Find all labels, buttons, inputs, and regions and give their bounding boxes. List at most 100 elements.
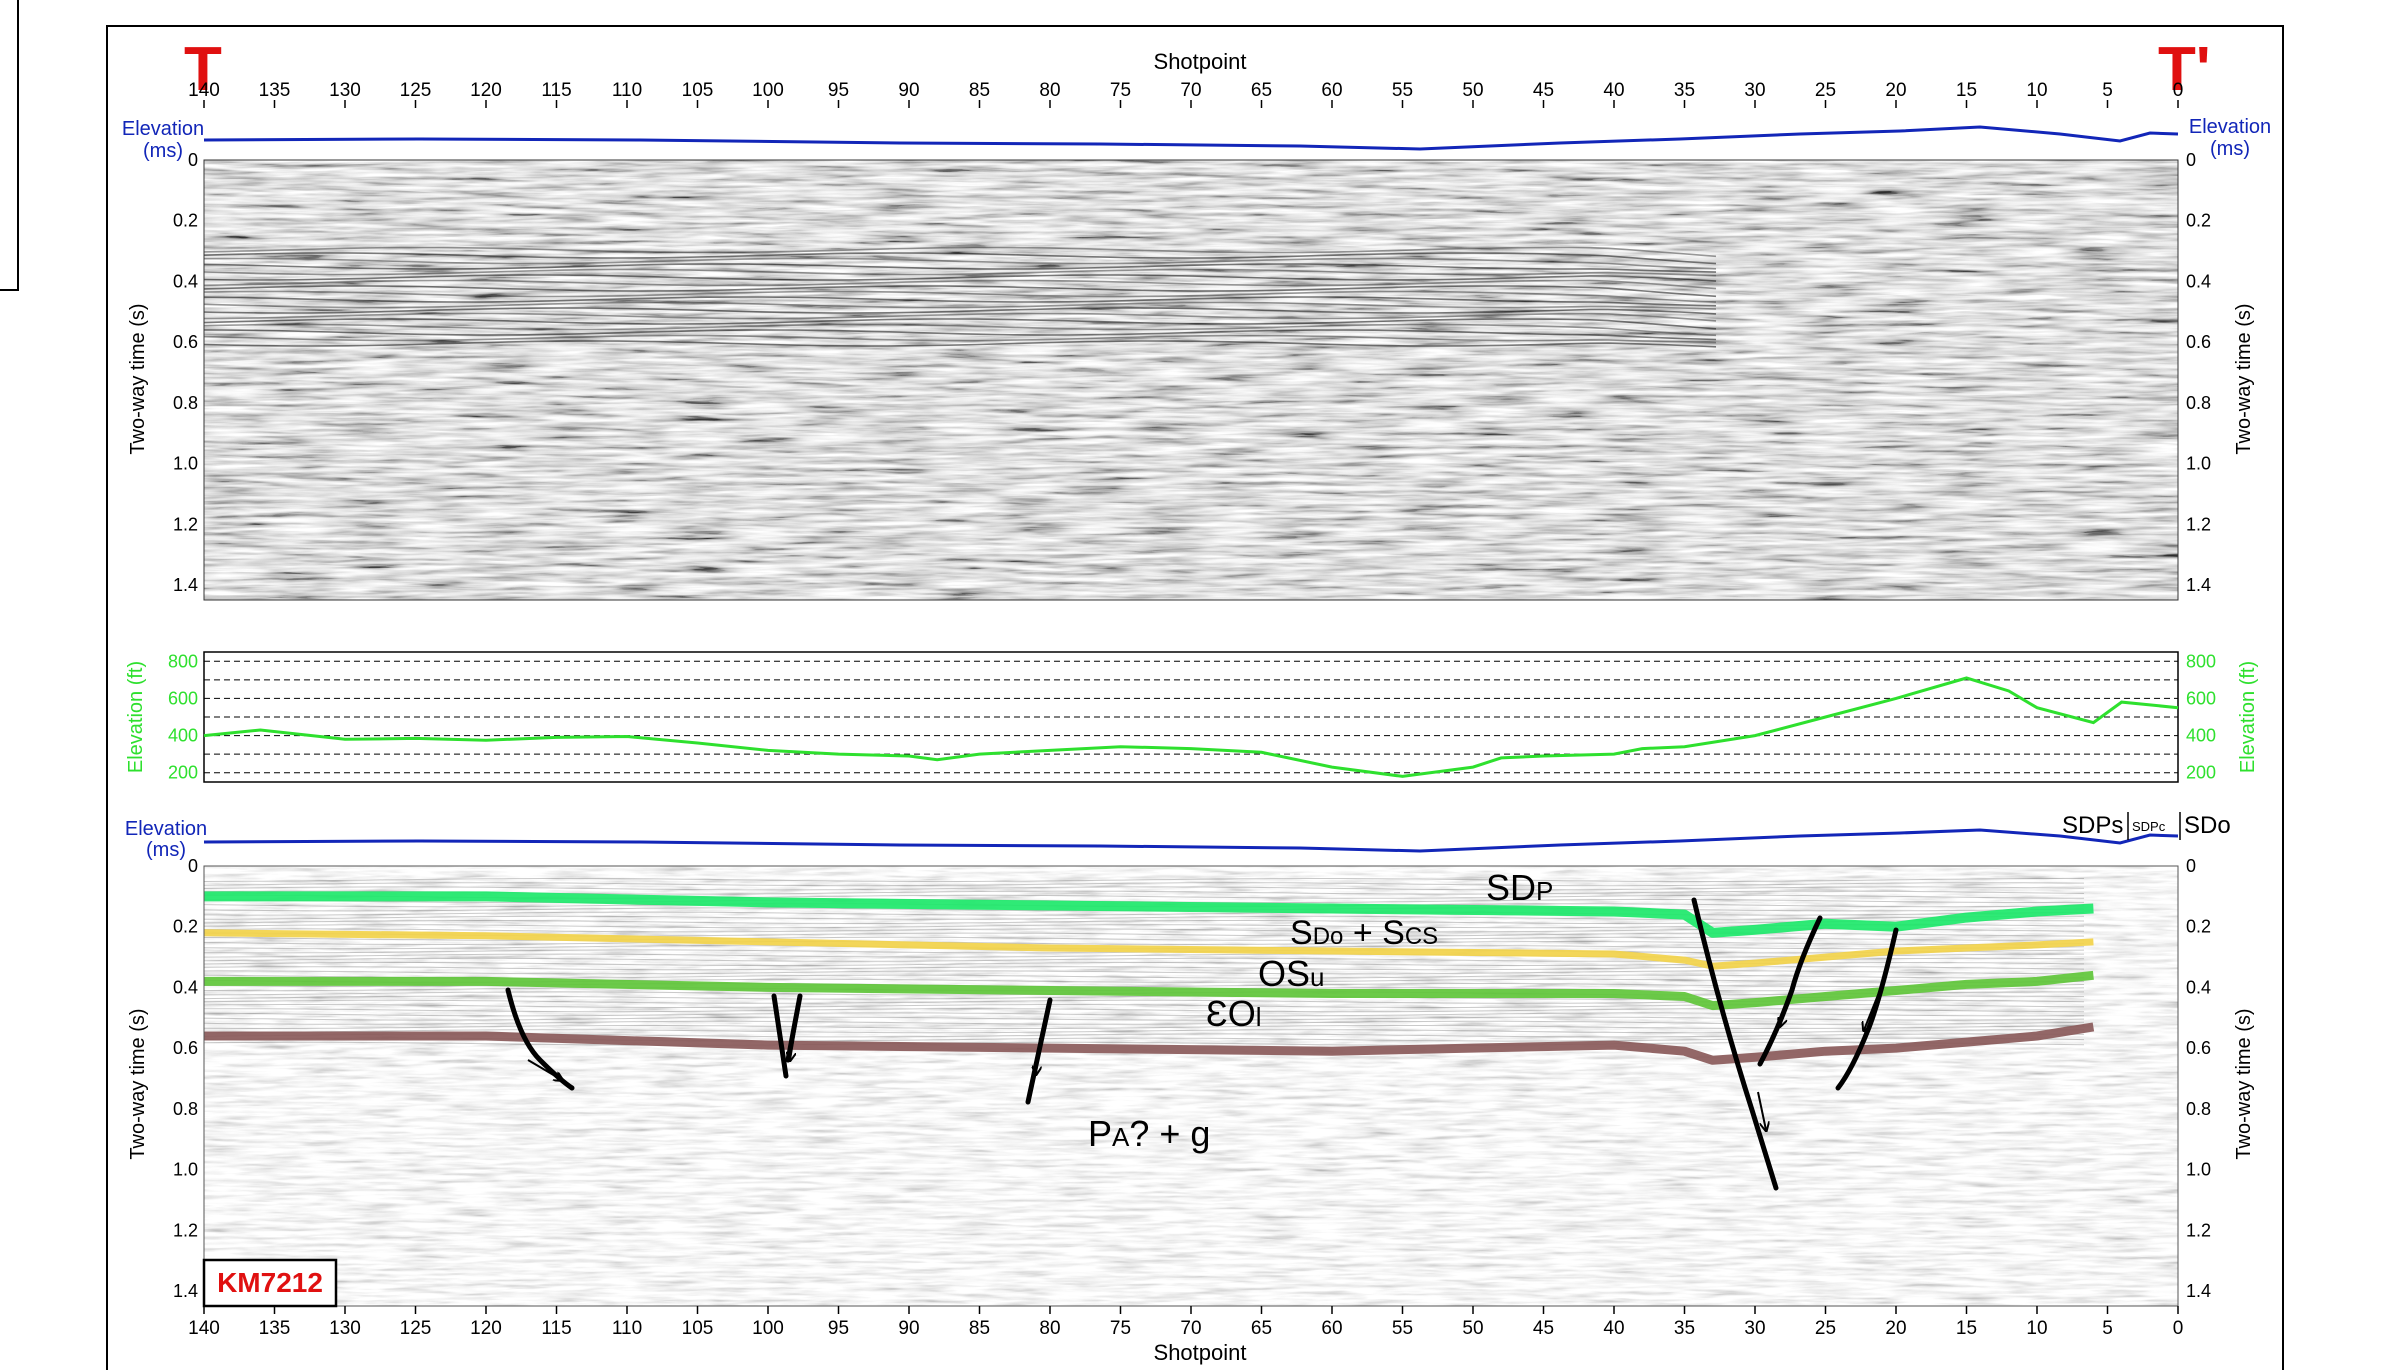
unit-pa-rest: ? + g — [1129, 1113, 1210, 1154]
fault-2 — [771, 993, 789, 1079]
middle-tick-label-right: 200 — [2186, 763, 2216, 783]
shotpoint-tick-label-bottom: 135 — [259, 1318, 291, 1339]
upper-reflector-band — [203, 246, 1717, 348]
unit-osu: OSu — [1258, 953, 1324, 994]
shotpoint-tick-label-bottom: 45 — [1533, 1318, 1554, 1339]
twt-tick-label-right: 0.2 — [2186, 917, 2211, 937]
line-id-label: KM7212 — [217, 1267, 323, 1298]
shotpoint-tick-label-bottom: 110 — [612, 1318, 642, 1339]
twt-tick-label-right: 0.8 — [2186, 393, 2211, 413]
horizon-line — [204, 1022, 2095, 1065]
shotpoint-axis-bottom: 140 135 130 125 120 115 110 105 100 95 90 85 80 75 70 6… — [188, 1306, 2183, 1339]
figure-frame — [106, 25, 2284, 1370]
unit-scs-plus: + S — [1343, 914, 1404, 952]
lower-reflector-line — [203, 878, 2084, 882]
lower-seismic-section — [203, 865, 2179, 1307]
shotpoint-tick-label-top: 15 — [1956, 80, 1977, 101]
twt-tick-label-left: 0.2 — [173, 917, 198, 937]
twt-tick-label-left: 0 — [188, 150, 198, 170]
twt-tick-label-left: 1.4 — [173, 575, 198, 595]
upper-reflector-line — [203, 252, 1717, 265]
shotpoint-tick-label-bottom: 120 — [470, 1318, 502, 1339]
shotpoint-tick-label-top: 140 — [188, 80, 220, 101]
middle-tick-label-left: 800 — [168, 651, 198, 671]
shotpoint-tick-label-top: 45 — [1533, 80, 1554, 101]
shotpoint-tick-label-top: 95 — [828, 80, 849, 101]
upper-reflector-line — [204, 329, 1717, 341]
upper-elev-label-right-2: (ms) — [2210, 138, 2250, 160]
upper-reflector-line — [203, 274, 1717, 282]
upper-reflector-line — [203, 246, 1717, 258]
lower-reflector-line — [203, 936, 2085, 941]
middle-tick-label-left: 600 — [168, 688, 198, 708]
slip-arrow-2 — [790, 1023, 797, 1060]
middle-tick-label-right: 600 — [2186, 688, 2216, 708]
shotpoint-tick-label-bottom: 80 — [1039, 1318, 1060, 1339]
lower-elevation-ms: Elevation (ms) — [125, 818, 2179, 861]
twt-tick-label-right: 1.0 — [2186, 454, 2211, 474]
upper-reflector-line — [203, 340, 1717, 348]
lower-elevation-line — [203, 828, 2179, 853]
unit-sdo-sub: Do — [1313, 923, 1344, 950]
lower-reflector-line — [203, 915, 2084, 920]
upper-reflector-line — [203, 312, 1717, 322]
shotpoint-tick-label-top: 130 — [329, 80, 361, 101]
twt-tick-label-right: 0.8 — [2186, 1099, 2211, 1119]
unit-sdp: SDP — [1486, 867, 1553, 908]
twt-tick-label-right: 1.4 — [2186, 1281, 2211, 1301]
shotpoint-tick-label-top: 135 — [259, 80, 291, 101]
slip-arrow-6 — [1864, 989, 1881, 1030]
shotpoint-tick-label-top: 120 — [470, 80, 502, 101]
formation-header: SDPs SDPc SDo — [2062, 812, 2231, 840]
twt-tick-label-right: 0.6 — [2186, 1038, 2211, 1058]
middle-gridlines — [204, 660, 2178, 774]
formation-sdpc: SDPc — [2132, 819, 2166, 834]
horizon-line — [203, 929, 2094, 970]
shotpoint-tick-label-top: 75 — [1110, 80, 1131, 101]
upper-reflector-line — [203, 257, 1717, 270]
shotpoint-tick-label-top: 105 — [682, 80, 714, 101]
unit-pa-g: PA? + g — [1088, 1113, 1210, 1154]
upper-reflector-line — [203, 290, 1717, 303]
shotpoint-tick-label-bottom: 115 — [541, 1318, 571, 1339]
endpoint-left-label: T — [184, 35, 222, 104]
middle-elev-label-right: Elevation (ft) — [2237, 661, 2259, 773]
shotpoint-tick-label-top: 10 — [2026, 80, 2047, 101]
unit-osu-sub: u — [1310, 962, 1324, 992]
shotpoint-tick-label-top: 30 — [1744, 80, 1765, 101]
shotpoint-tick-label-bottom: 20 — [1885, 1318, 1906, 1339]
slip-arrow-5 — [1780, 979, 1797, 1026]
shotpoint-tick-label-top: 60 — [1321, 80, 1342, 101]
formation-sdps: SDPs — [2062, 812, 2123, 839]
upper-twt-label-right: Two-way time (s) — [2233, 303, 2255, 454]
slip-arrow-4 — [1757, 1091, 1766, 1130]
shotpoint-tick-label-bottom: 60 — [1321, 1318, 1342, 1339]
twt-tick-label-left: 1.0 — [173, 1160, 198, 1180]
upper-seismic-section — [203, 159, 2179, 601]
middle-ticks: 800 800 600 600 400 400 200 200 — [168, 651, 2216, 782]
middle-tick-label-right: 800 — [2186, 651, 2216, 671]
upper-reflector-line — [203, 334, 1717, 344]
twt-tick-label-left: 0.8 — [173, 1099, 198, 1119]
shotpoint-tick-label-top: 115 — [541, 80, 571, 101]
shotpoint-title-bottom: Shotpoint — [1154, 1340, 1247, 1365]
endpoint-right-label: T' — [2158, 35, 2211, 104]
twt-tick-label-right: 0.4 — [2186, 271, 2211, 291]
upper-reflector-line — [203, 301, 1717, 310]
shotpoint-tick-label-bottom: 105 — [682, 1318, 714, 1339]
upper-reflector-line — [203, 285, 1717, 298]
shotpoint-tick-label-top: 100 — [752, 80, 784, 101]
shotpoint-tick-label-bottom: 25 — [1815, 1318, 1836, 1339]
shotpoint-tick-label-bottom: 5 — [2102, 1318, 2113, 1339]
upper-elevation-line — [203, 125, 2179, 151]
formation-sdo: SDo — [2184, 812, 2231, 839]
middle-tick-label-left: 200 — [168, 763, 198, 783]
shotpoint-tick-label-bottom: 30 — [1744, 1318, 1765, 1339]
lower-elev-label-left-2: (ms) — [146, 839, 186, 861]
shotpoint-tick-label-top: 55 — [1392, 80, 1413, 101]
upper-seismic-noise — [204, 160, 2178, 600]
shotpoint-tick-label-bottom: 65 — [1251, 1318, 1272, 1339]
twt-tick-label-left: 0.8 — [173, 393, 198, 413]
left-crop-frame — [0, 0, 19, 291]
